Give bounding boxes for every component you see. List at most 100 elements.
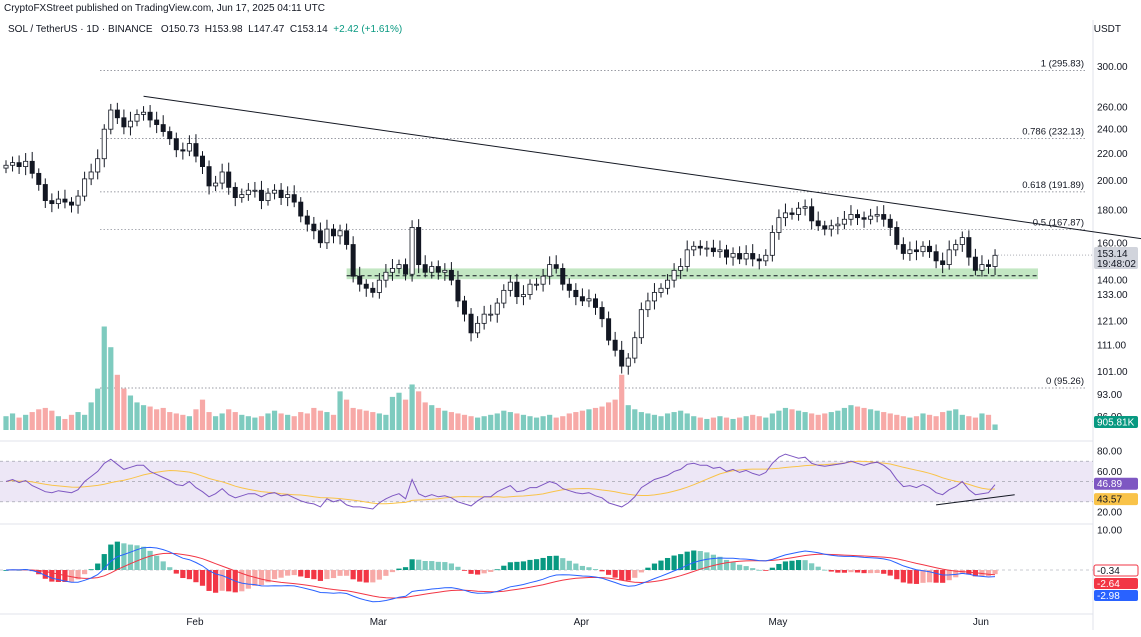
volume-bar xyxy=(940,412,946,430)
volume-bar xyxy=(894,414,900,430)
candle-down xyxy=(461,300,467,315)
volume-bar xyxy=(193,409,199,430)
volume-bar xyxy=(75,412,81,430)
volume-bar xyxy=(82,414,88,430)
candle-up xyxy=(488,313,494,316)
candle-down xyxy=(822,225,828,230)
candle-down xyxy=(448,269,454,281)
volume-bar xyxy=(868,409,874,430)
candle-up xyxy=(796,207,802,215)
volume-bar xyxy=(861,407,867,430)
volume-bar xyxy=(62,418,68,430)
candle-down xyxy=(724,249,730,258)
candle-down xyxy=(468,313,474,334)
macd-histogram-bar xyxy=(743,566,749,570)
volume-bar xyxy=(330,414,337,430)
macd-histogram-bar xyxy=(435,561,441,570)
macd-histogram-bar xyxy=(854,570,861,573)
macd-histogram-bar xyxy=(324,570,330,580)
macd-tick-label: 10.00 xyxy=(1097,526,1122,537)
volume-bar xyxy=(232,412,238,430)
volume-bar xyxy=(108,347,114,430)
candle-up xyxy=(501,289,507,304)
price-tick-label: 140.00 xyxy=(1097,276,1128,287)
macd-histogram-bar xyxy=(717,556,723,570)
candle-down xyxy=(311,223,317,232)
candle-up xyxy=(389,268,395,273)
macd-hist-tag xyxy=(1093,564,1139,577)
candle-down xyxy=(226,171,232,188)
volume-bar xyxy=(376,413,382,430)
candle-down xyxy=(206,166,212,187)
candle-down xyxy=(199,155,205,167)
macd-histogram-bar xyxy=(887,570,893,576)
macd-histogram-bar xyxy=(330,570,337,579)
candle-down xyxy=(514,281,520,298)
volume-bar xyxy=(586,409,592,430)
volume-bar xyxy=(514,413,520,430)
macd-histogram-bar xyxy=(337,570,343,576)
macd-histogram-bar xyxy=(396,568,402,570)
volume-label: 905.81K xyxy=(1097,418,1135,429)
macd-histogram-bar xyxy=(134,545,140,570)
volume-bar xyxy=(527,416,533,430)
macd-histogram-bar xyxy=(226,570,232,592)
fib-level-label: 1 (295.83) xyxy=(1041,59,1084,70)
candle-up xyxy=(134,114,140,122)
volume-bar xyxy=(416,391,422,430)
candle-up xyxy=(442,269,448,273)
candle-up xyxy=(75,195,81,206)
volume-bar xyxy=(612,399,618,430)
macd-histogram-bar xyxy=(795,560,802,570)
volume-bar xyxy=(291,416,297,430)
candle-up xyxy=(835,223,841,227)
time-axis-label: Mar xyxy=(370,617,388,628)
volume-bar xyxy=(828,412,834,430)
volume-bar xyxy=(68,414,75,430)
candle-up xyxy=(540,275,546,285)
volume-bar xyxy=(95,388,101,430)
candle-up xyxy=(481,313,487,324)
candle-up xyxy=(383,271,389,281)
candle-up xyxy=(763,254,769,262)
macd-histogram-bar xyxy=(258,570,265,586)
macd-histogram-bar xyxy=(514,561,520,570)
rsi-tick-label: 80.00 xyxy=(1097,447,1122,458)
macd-histogram-bar xyxy=(114,541,120,570)
candle-down xyxy=(455,279,461,302)
high-value: H153.98 xyxy=(204,24,243,35)
volume-bar xyxy=(422,402,428,430)
macd-histogram-bar xyxy=(370,570,376,583)
volume-bar xyxy=(16,417,22,430)
candle-up xyxy=(671,269,677,281)
volume-bar xyxy=(547,414,553,430)
volume-bar xyxy=(199,399,206,430)
macd-signal-line xyxy=(5,552,996,599)
volume-bar xyxy=(186,416,192,430)
macd-histogram-bar xyxy=(592,569,599,570)
macd-histogram-bar xyxy=(180,570,186,579)
symbol-header: SOL / TetherUS · 1D · BINANCE O150.73 H1… xyxy=(8,24,402,35)
macd-histogram-bar xyxy=(357,570,363,582)
volume-bar xyxy=(704,418,710,430)
volume-bar xyxy=(717,416,723,430)
candle-down xyxy=(560,268,566,285)
candle-down xyxy=(317,230,323,244)
macd-histogram-bar xyxy=(298,570,304,577)
macd-histogram-bar xyxy=(632,570,638,578)
macd-histogram-bar xyxy=(625,570,631,581)
volume-bar xyxy=(966,416,972,430)
volume-bar xyxy=(619,374,625,430)
candle-up xyxy=(3,164,9,169)
macd-histogram-bar xyxy=(461,570,468,571)
candle-up xyxy=(959,237,965,245)
volume-bar xyxy=(985,414,992,430)
candle-down xyxy=(579,296,585,302)
candle-up xyxy=(907,249,913,254)
macd-histogram-bar xyxy=(363,570,369,583)
volume-bar xyxy=(638,412,644,430)
macd-histogram-bar xyxy=(671,555,677,570)
volume-bar xyxy=(854,406,861,430)
macd-histogram-bar xyxy=(566,560,572,570)
